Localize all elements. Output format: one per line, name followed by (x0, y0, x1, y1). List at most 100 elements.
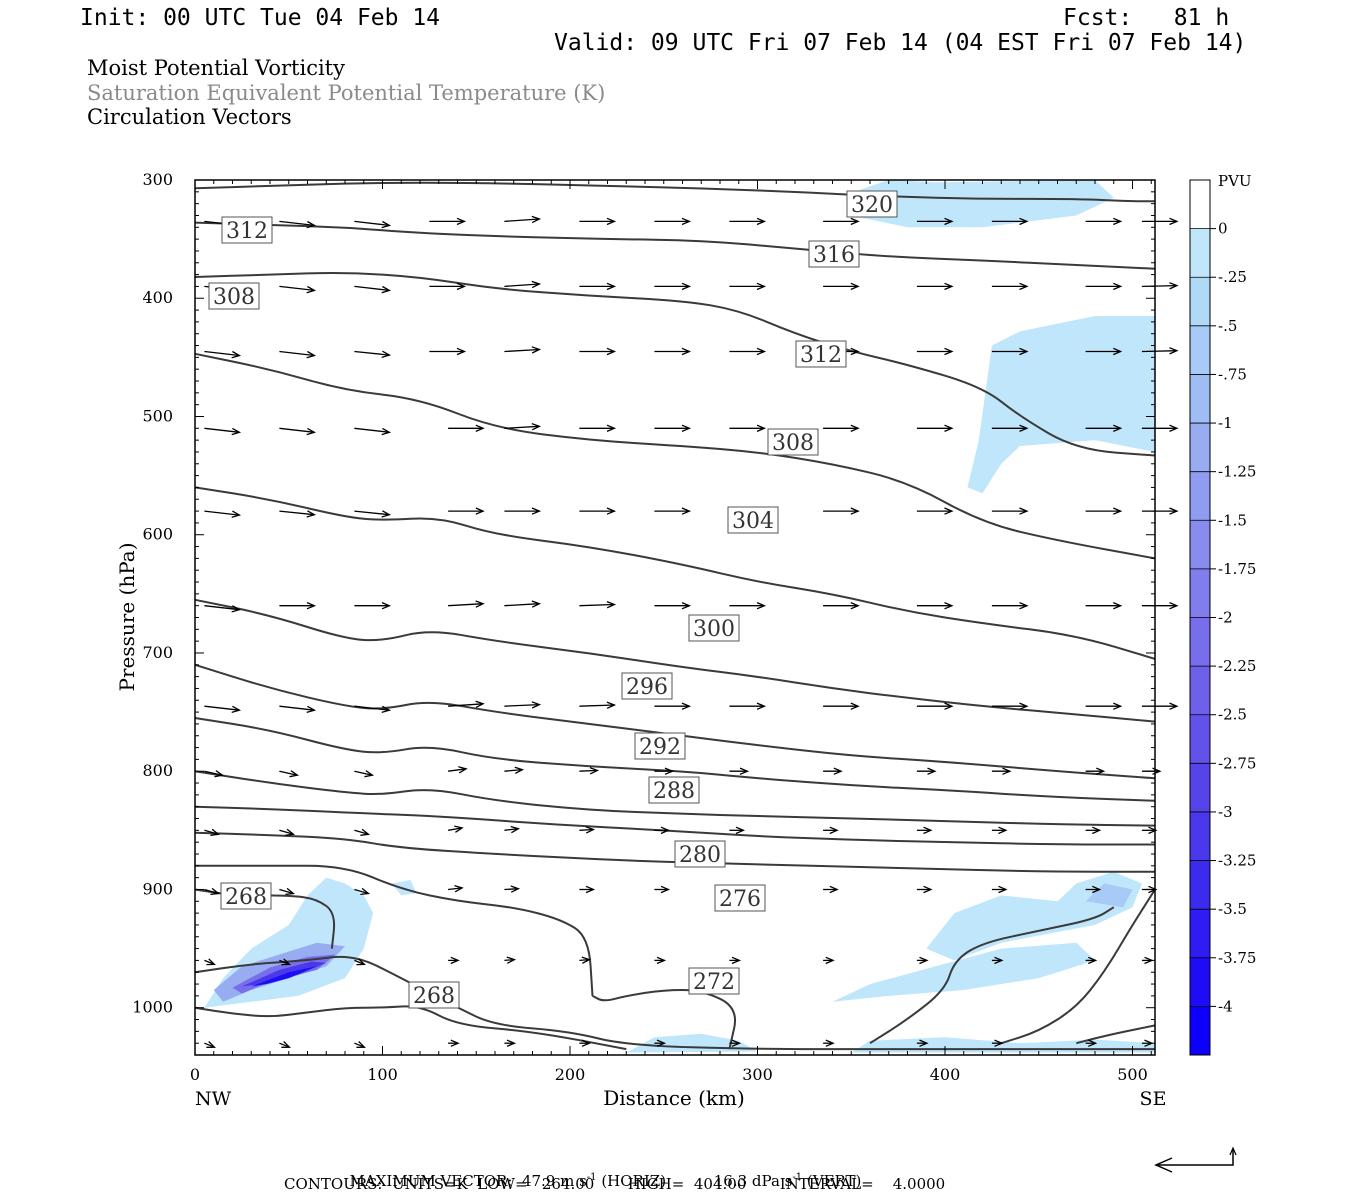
circulation-vector (654, 826, 671, 835)
contour-label: 280 (679, 843, 721, 868)
circulation-vector (1141, 282, 1179, 290)
circulation-vector (916, 767, 937, 775)
circulation-vector (279, 350, 317, 359)
circulation-vector (279, 510, 317, 518)
circulation-vector (448, 884, 464, 893)
colorbar-swatch (1190, 714, 1210, 764)
contour-label: 276 (719, 887, 761, 912)
circulation-vector (354, 427, 392, 436)
circulation-vector (204, 705, 242, 714)
circulation-vector (1085, 507, 1123, 515)
contour-label: 312 (226, 219, 268, 244)
colorbar-swatch (1190, 325, 1210, 375)
colorbar-swatch (1190, 374, 1210, 424)
colorbar-swatch (1190, 423, 1210, 472)
circulation-vector (204, 958, 216, 966)
circulation-vector (429, 217, 467, 226)
field-title-mpv: Moist Potential Vorticity (87, 56, 345, 80)
colorbar-swatch (1190, 228, 1210, 278)
circulation-vector (654, 956, 667, 965)
max-vector-vert-exp: -1 (792, 1172, 803, 1183)
circulation-vector (729, 602, 767, 610)
circulation-vector (504, 701, 542, 709)
theta-e-contour (194, 864, 594, 996)
theta-e-contour (869, 906, 1115, 1045)
colorbar-swatch (1190, 860, 1210, 910)
circulation-vector (823, 507, 860, 515)
colorbar-tick-label: -3.5 (1218, 900, 1247, 918)
contour-label-box (808, 240, 860, 268)
circulation-vector (448, 956, 460, 965)
colorbar-tick-label: -2 (1218, 609, 1233, 627)
colorbar-title: PVU (1218, 172, 1252, 190)
circulation-vector (279, 887, 296, 896)
circulation-vector (579, 1039, 592, 1047)
circulation-vector (916, 826, 933, 835)
contour-label-box (634, 732, 686, 760)
circulation-vector (729, 956, 742, 965)
circulation-vector (729, 424, 767, 432)
circulation-vector (204, 887, 221, 896)
colorbar-tick-label: -.25 (1218, 268, 1247, 286)
contour-label: 308 (213, 285, 255, 310)
pv-region (832, 942, 1095, 1002)
circulation-vector (579, 347, 617, 356)
circulation-vector (1141, 347, 1179, 355)
colorbar-tick-label: -.75 (1218, 365, 1247, 383)
circulation-vector (1085, 217, 1123, 226)
circulation-vector (504, 885, 521, 893)
circulation-vector (991, 602, 1029, 610)
circulation-vector (991, 956, 1004, 965)
circulation-vector (991, 424, 1029, 432)
contour-label: 304 (732, 509, 774, 534)
circulation-vector (823, 826, 839, 835)
colorbar-swatch (1190, 666, 1210, 715)
circulation-vector (354, 510, 392, 518)
pv-region (391, 880, 417, 896)
circulation-vector (1085, 956, 1098, 965)
y-tick-label: 1000 (132, 998, 173, 1017)
colorbar-tick-label: -1.25 (1218, 463, 1256, 481)
pv-core-region (251, 966, 317, 987)
circulation-vector (504, 422, 542, 431)
contour-label-box (648, 776, 700, 804)
circulation-vector (654, 602, 692, 610)
circulation-vector (504, 346, 542, 354)
y-tick-label: 900 (142, 879, 173, 898)
circulation-vector (1141, 956, 1154, 965)
contour-label: 316 (813, 243, 855, 268)
circulation-vector (579, 885, 596, 894)
circulation-vector (1085, 1039, 1098, 1047)
circulation-vector (579, 507, 617, 515)
circulation-vector (654, 885, 671, 894)
circulation-vector (654, 424, 692, 432)
circulation-vector (823, 885, 839, 894)
circulation-vector (579, 600, 617, 609)
pv-region (967, 316, 1155, 494)
colorbar-tick-label: -4 (1218, 997, 1233, 1015)
circulation-vector (579, 766, 600, 775)
y-tick-label: 700 (142, 643, 173, 662)
circulation-vector (823, 282, 860, 291)
colorbar-swatch (1190, 909, 1210, 958)
theta-e-contour (592, 988, 736, 1050)
circulation-vector (504, 766, 525, 774)
circulation-vector (354, 958, 366, 966)
x-axis-label: Distance (km) (603, 1086, 745, 1110)
pv-region (851, 1037, 1155, 1053)
contour-label-box (208, 282, 260, 310)
contour-info: CONTOURS: UNITS=K LOW= 264.00 HIGH= 404.… (284, 1175, 946, 1193)
circulation-vector (354, 350, 392, 359)
colorbar-tick-label: -1.5 (1218, 511, 1247, 529)
colorbar-swatch (1190, 957, 1210, 1007)
colorbar-swatch (1190, 180, 1210, 229)
circulation-vector (579, 956, 592, 964)
contour-label: 268 (413, 984, 455, 1009)
circulation-vector (991, 217, 1029, 226)
circulation-vector (354, 602, 392, 610)
max-vector-vert: 16.3 dPa s (713, 1172, 793, 1190)
circulation-vector (279, 705, 317, 714)
circulation-vector (204, 770, 225, 778)
circulation-vector (823, 217, 860, 226)
contour-label-box (767, 428, 819, 456)
